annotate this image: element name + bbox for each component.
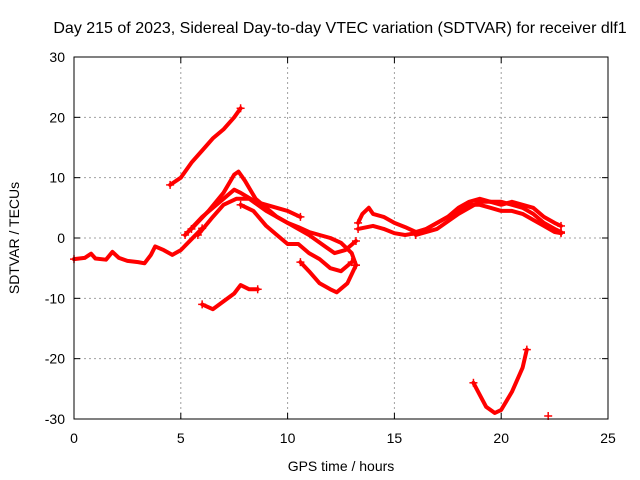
- endpoint-marker: [181, 230, 190, 239]
- y-tick-label: -30: [45, 411, 65, 427]
- y-tick-label: 0: [57, 230, 65, 246]
- grid: [74, 57, 608, 419]
- x-tick-label: 25: [600, 430, 616, 446]
- endpoint-marker: [296, 258, 305, 267]
- chart-title: Day 215 of 2023, Sidereal Day-to-day VTE…: [53, 20, 626, 37]
- endpoint-marker: [351, 237, 360, 246]
- y-tick-label: 10: [49, 170, 65, 186]
- endpoint-marker: [296, 212, 305, 221]
- x-tick-label: 5: [177, 430, 185, 446]
- endpoint-marker: [557, 227, 566, 236]
- series-line-track-upper-c: [195, 196, 358, 256]
- data-series: [70, 104, 566, 420]
- series-line-track-baseline: [72, 226, 205, 266]
- x-tick-label: 15: [387, 430, 403, 446]
- endpoint-marker: [411, 230, 420, 239]
- endpoint-marker: [351, 261, 360, 270]
- y-tick-label: 20: [49, 109, 65, 125]
- endpoint-marker: [193, 230, 202, 239]
- endpoint-marker: [198, 300, 207, 309]
- endpoint-marker: [469, 378, 478, 387]
- series-line-track-dip-a: [238, 202, 354, 274]
- x-axis-label: GPS time / hours: [288, 458, 395, 474]
- y-tick-label: -10: [45, 290, 65, 306]
- series-line-track-high: [168, 106, 243, 187]
- series-line-track-low-morning: [200, 283, 260, 312]
- endpoint-marker: [253, 285, 262, 294]
- series-line-track-dip-b: [298, 260, 358, 295]
- endpoint-marker: [166, 180, 175, 189]
- x-tick-label: 0: [70, 430, 78, 446]
- series-line-track-evening-b: [356, 202, 563, 237]
- axis-ticks: 0 5 10 15 20 25 -30 -20 -10 0 10 20 30: [45, 49, 616, 446]
- y-tick-label: 30: [49, 49, 65, 65]
- endpoint-marker: [354, 224, 363, 233]
- y-tick-label: -20: [45, 351, 65, 367]
- endpoint-marker: [347, 258, 356, 267]
- endpoint-marker: [236, 104, 245, 113]
- endpoint-marker: [522, 345, 531, 354]
- x-tick-label: 10: [280, 430, 296, 446]
- series-line-track-late-low: [471, 347, 529, 415]
- endpoint-marker: [236, 200, 245, 209]
- y-axis-label: SDTVAR / TECUs: [6, 182, 22, 294]
- endpoint-marker: [187, 224, 196, 233]
- series-line-track-evening-c: [413, 199, 563, 237]
- x-tick-label: 20: [493, 430, 509, 446]
